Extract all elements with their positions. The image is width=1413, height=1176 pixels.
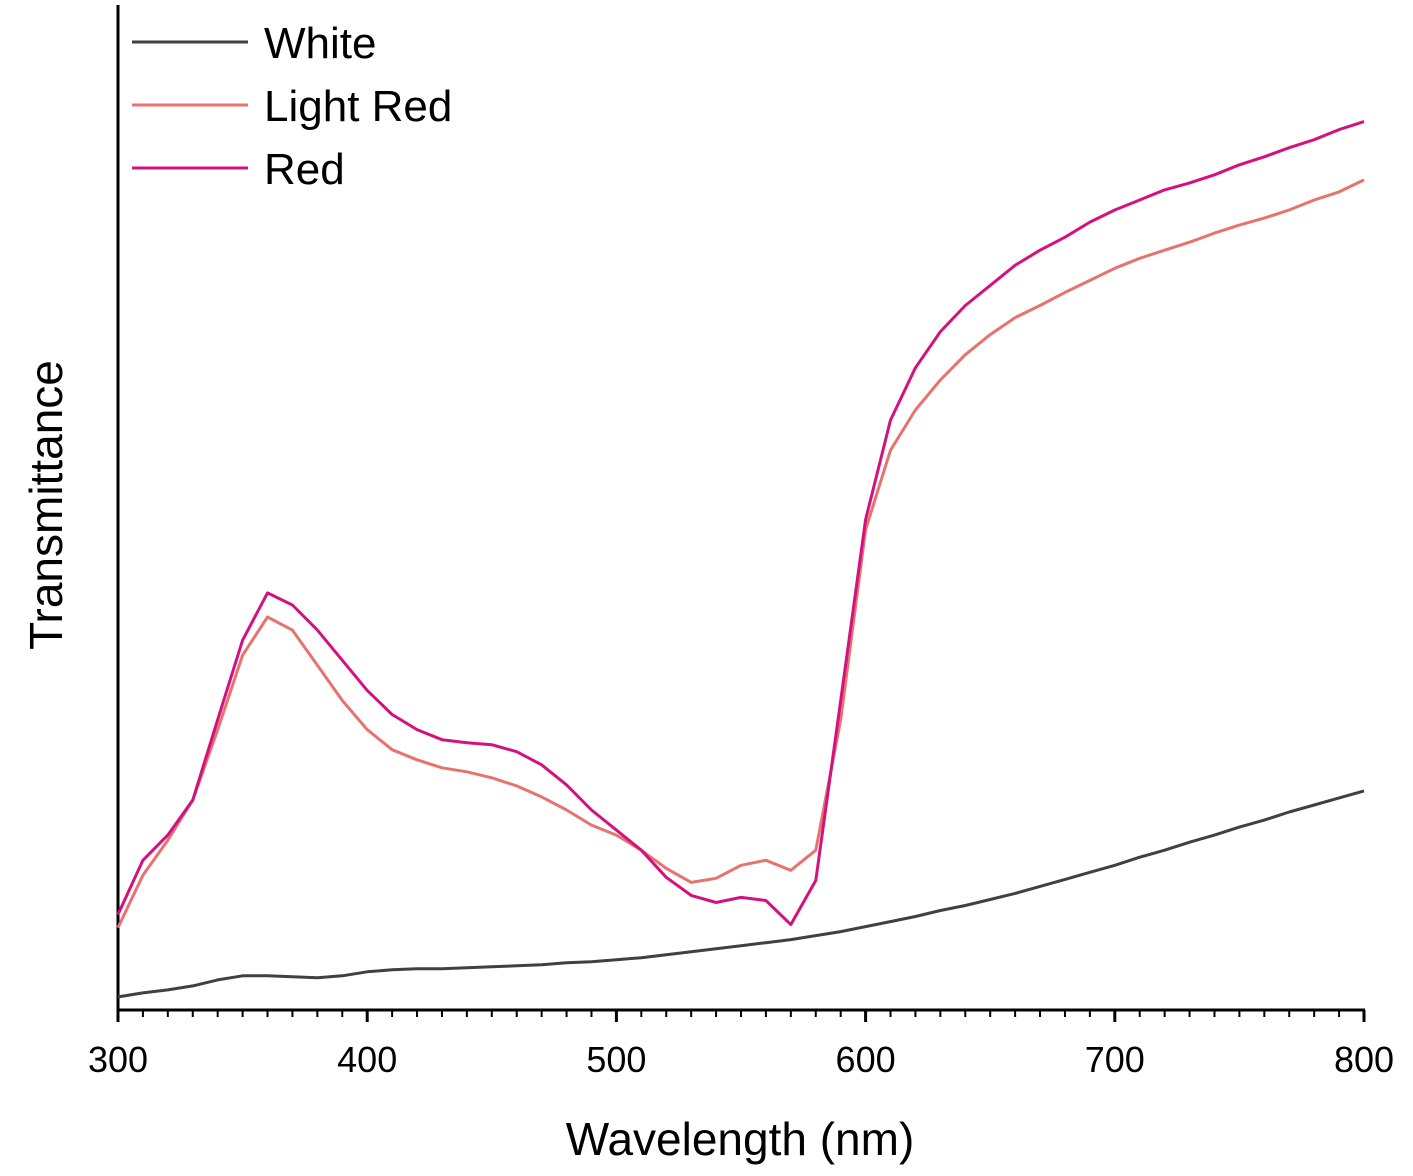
legend-label: Light Red: [264, 82, 452, 131]
x-tick-label: 400: [337, 1039, 397, 1080]
x-tick-label: 300: [88, 1039, 148, 1080]
legend-label: White: [264, 19, 376, 68]
x-tick-label: 500: [586, 1039, 646, 1080]
series-line: [116, 120, 1365, 927]
series-line: [116, 178, 1365, 929]
x-axis-label: Wavelength (nm): [566, 1113, 915, 1165]
series-line: [117, 789, 1365, 999]
legend-label: Red: [264, 145, 345, 194]
x-tick-label: 600: [836, 1039, 896, 1080]
x-tick-label: 700: [1085, 1039, 1145, 1080]
x-tick-label: 800: [1334, 1039, 1394, 1080]
y-axis-label: Transmittance: [20, 360, 72, 650]
